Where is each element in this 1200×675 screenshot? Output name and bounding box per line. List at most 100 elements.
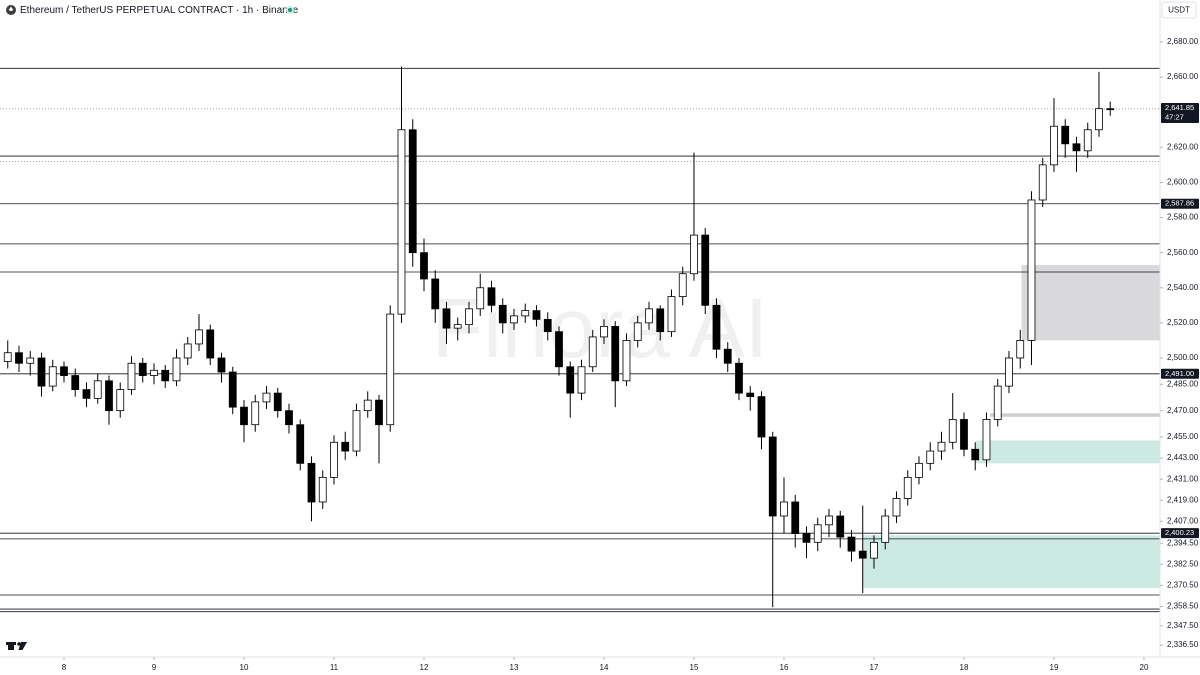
currency[interactable]: USDT [1168,6,1190,15]
candle-body [1016,340,1025,359]
y-tick-label: 2,455.00 [1167,432,1199,441]
x-tick-label: 17 [870,663,879,672]
x-tick-label: 18 [960,663,969,672]
tv-logo[interactable] [6,642,27,650]
price-label-box [1161,102,1199,123]
candle-body [521,310,530,317]
candle-body [532,310,541,320]
y-tick-label: 2,660.00 [1167,72,1199,81]
candle-body [1005,357,1013,387]
candle-body [93,380,102,399]
x-tick-label: 16 [780,663,789,672]
price-label: 2,491.00 [1165,369,1194,378]
symbol-icon-glyph [8,6,14,12]
candle-body [161,369,170,382]
candle-body [465,308,473,326]
y-tick-label: 2,336.50 [1167,640,1199,649]
candle-body [296,424,305,464]
candle-body [1083,129,1092,152]
y-tick-label: 2,470.00 [1167,406,1199,415]
candle-body [600,325,608,338]
y-tick-label: 2,407.00 [1167,516,1199,525]
candle-body [3,352,12,362]
candle-body [780,501,788,517]
candle-body [825,515,833,526]
y-tick-label: 2,540.00 [1167,283,1199,292]
y-tick-label: 2,443.00 [1167,453,1199,462]
logo-part [17,642,21,646]
candle-body [690,234,698,275]
candle-body [735,362,743,394]
candle-body [273,392,282,412]
candle-body [498,304,507,324]
candle-body [555,331,563,368]
candle-body [206,329,215,359]
y-tick-label: 2,600.00 [1167,178,1199,187]
candle-body [566,366,575,394]
candle-body [802,533,811,543]
candle-body [948,419,957,443]
axes: 2,336.50 2,347.50 2,358.50 2,370.50 2,382.50… [62,37,1199,672]
candle-body [15,352,23,364]
y-tick-label: 2,500.00 [1167,353,1199,362]
x-tick-label: 9 [152,663,157,672]
candle-body [937,441,946,452]
candle-body [768,436,777,517]
candle-body [318,476,327,503]
candle-body [307,462,316,503]
candle-body [375,399,383,426]
x-tick-label: 12 [420,663,429,672]
status-dot [288,8,292,12]
candle-body [903,476,912,499]
candle-body [420,252,428,280]
candle-body [858,550,867,559]
candle-body [48,366,57,387]
candle-body [926,450,935,464]
candle-body [881,515,890,543]
candle-body [1050,125,1058,166]
y-tick-label: 2,485.00 [1167,379,1199,388]
candle-body [195,329,203,345]
candle-body [510,315,518,324]
candle-body [633,322,642,341]
candle-body [1106,108,1115,111]
chart-title[interactable]: Ethereum / TetherUS PERPETUAL CONTRACT ·… [20,5,299,16]
candle-body [723,348,732,364]
x-tick-label: 8 [62,663,67,672]
candle-body [476,287,485,310]
candle-body [397,129,406,315]
candle-body [993,385,1002,420]
candle-body [330,441,338,478]
y-tick-label: 2,419.00 [1167,495,1199,504]
zone [862,535,1160,588]
y-tick-label: 2,680.00 [1167,37,1199,46]
logo-part [8,642,14,650]
candle-body [960,419,968,450]
zone [975,440,1160,464]
price-label-box [1161,528,1199,539]
currency-box[interactable] [1161,1,1197,19]
y-tick-label: 2,370.50 [1167,580,1199,589]
candle-body [116,389,125,412]
y-tick-label: 2,347.50 [1167,621,1199,630]
candle-body [622,340,631,382]
y-tick-label: 2,431.00 [1167,474,1199,483]
y-tick-label: 2,520.00 [1167,318,1199,327]
y-tick-label: 2,358.50 [1167,602,1199,611]
x-tick-label: 19 [1050,663,1059,672]
candle-body [386,313,395,426]
candle-body [285,410,293,426]
candle-body [352,410,361,452]
candle-body [656,308,665,333]
candle-body [577,366,586,394]
candle-body [127,362,136,390]
candle-body [183,343,192,359]
candle-body [847,536,856,552]
zone [990,413,1160,417]
price-label: 2,587.86 [1165,199,1194,208]
candle-body [667,296,676,333]
candle-body [240,406,248,426]
candle-body [611,325,620,382]
candle-body [892,498,901,517]
